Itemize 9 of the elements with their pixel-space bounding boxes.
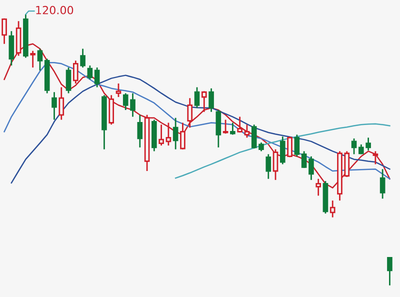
candlestick — [8, 30, 14, 66]
candlestick — [380, 168, 386, 200]
candlestick — [58, 86, 64, 120]
candlestick — [187, 97, 193, 128]
candlestick — [172, 117, 178, 150]
candlestick — [137, 114, 143, 148]
candlestick — [52, 91, 57, 120]
candlestick — [330, 200, 336, 218]
text: 120.00 — [36, 6, 74, 14]
